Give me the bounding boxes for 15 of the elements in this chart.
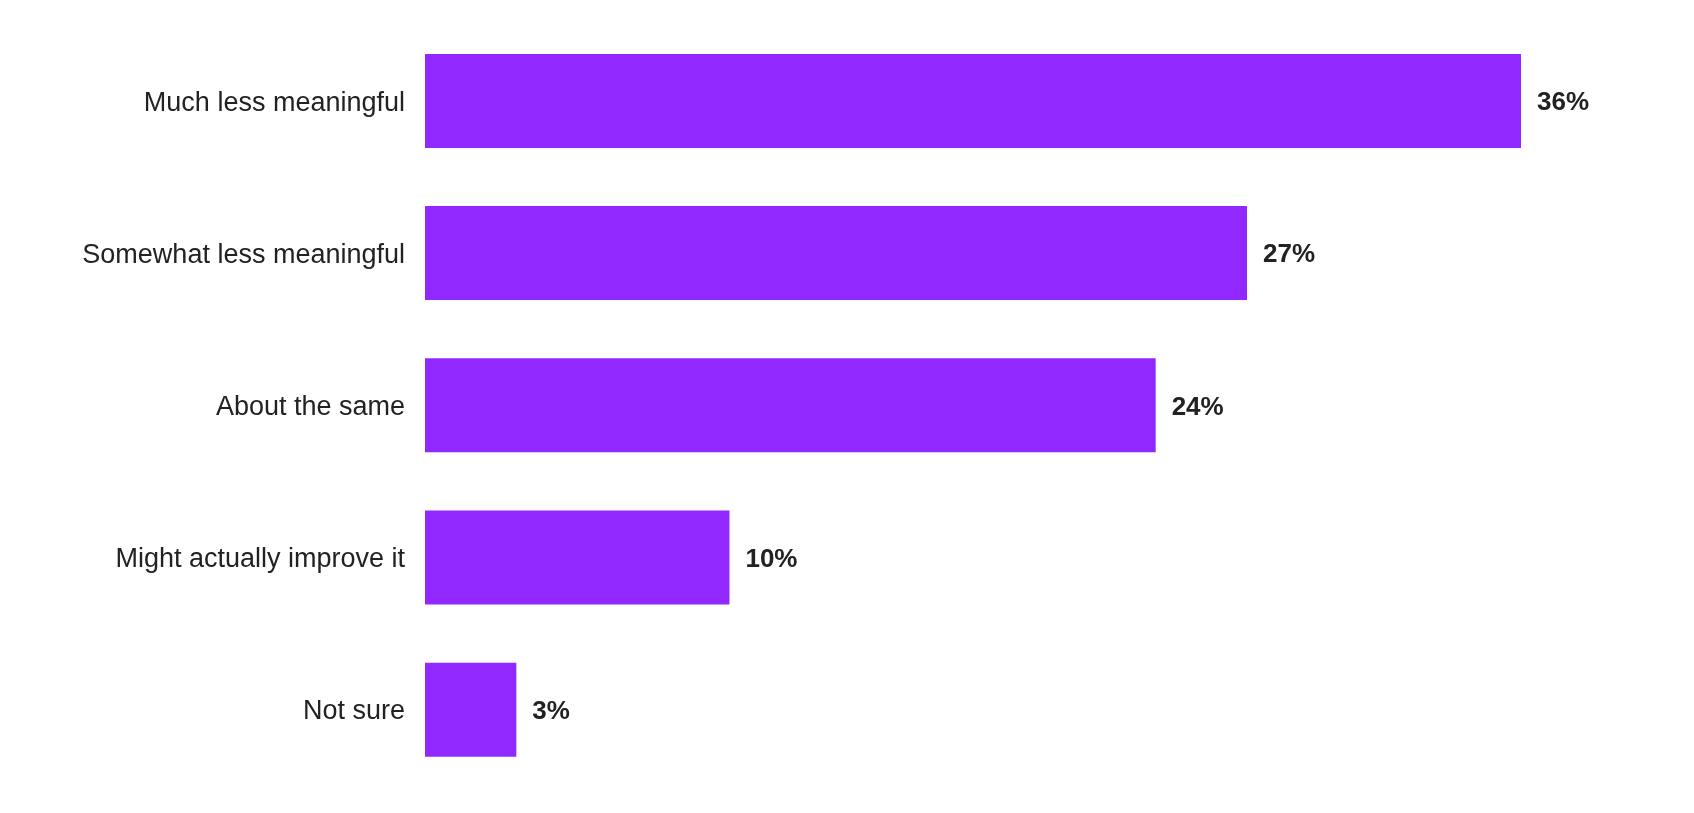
data-label: 27%: [1263, 238, 1316, 269]
y-tick-label: About the same: [215, 391, 405, 422]
bar: [425, 206, 1247, 301]
bar: [425, 53, 1521, 148]
bar: [425, 510, 730, 605]
y-tick-label: Might actually improve it: [115, 543, 406, 574]
data-label: 36%: [1537, 86, 1590, 117]
bar: [425, 662, 517, 757]
data-label: 3%: [532, 694, 570, 725]
y-tick-label: Much less meaningful: [143, 86, 405, 117]
bar: [425, 358, 1156, 453]
y-tick-label: Not sure: [302, 695, 405, 726]
data-label: 10%: [745, 542, 798, 573]
y-tick-label: Somewhat less meaningful: [82, 238, 405, 269]
data-label: 24%: [1171, 390, 1224, 421]
